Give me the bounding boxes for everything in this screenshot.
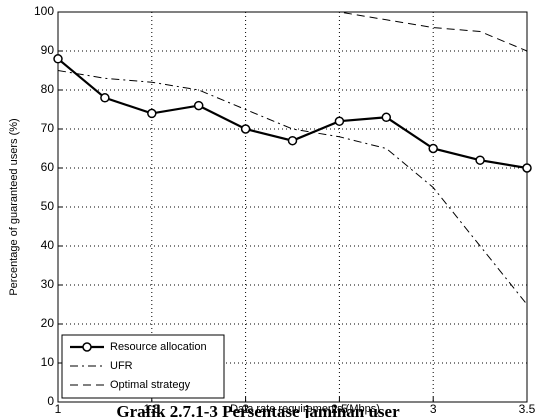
point [522,163,532,173]
point [240,124,251,134]
y-tick-label: 0 [47,394,54,408]
series-line [57,70,528,305]
legend-label: Resource allocation [110,341,207,353]
point [381,112,392,123]
x-tick-label: 1.5 [143,402,160,416]
y-tick-label: 40 [41,238,55,252]
legend-marker [82,342,92,352]
y-tick-label: 80 [41,82,55,96]
point [53,54,63,64]
y-tick-label: 30 [41,277,55,291]
series-line [58,11,528,52]
point [428,143,438,154]
point [334,116,345,126]
point [475,155,485,165]
y-tick-label: 90 [41,43,55,57]
point [100,93,110,103]
x-tick-label: 1 [55,402,62,416]
x-tick-label: 3.5 [519,402,535,416]
legend-label: UFR [110,360,133,372]
y-tick-label: 50 [41,199,55,213]
y-tick-label: 20 [41,316,55,330]
y-tick-label: 70 [41,121,55,135]
x-tick-label: 2.5 [331,402,348,416]
y-axis-label: Percentage of guaranteed users (%) [8,118,20,295]
y-tick-label: 60 [41,160,55,174]
x-tick-label: 3 [430,402,437,416]
x-axis-label: Data rate requirements (Mbps) [230,403,380,415]
caption: Grafik 2.7.1-3 Persentase jaminan user [116,402,400,418]
point [147,108,157,119]
legend-label: Optimal strategy [110,379,191,391]
x-tick-label: 2 [242,402,249,416]
point [287,135,298,146]
point [193,100,204,111]
y-tick-label: 100 [34,4,54,18]
series-line [57,57,528,170]
y-tick-label: 10 [41,355,55,369]
